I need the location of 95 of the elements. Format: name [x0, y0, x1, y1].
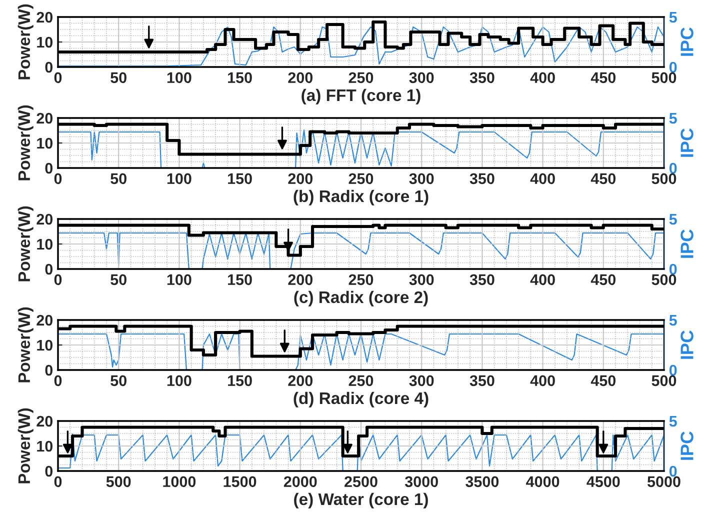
y-tick-label: 0 — [45, 364, 53, 376]
x-tick-label: 1500 — [224, 476, 256, 488]
x-axis-title: (c) Radix (core 2) — [294, 290, 428, 306]
x-tick-label: 3000 — [404, 476, 438, 488]
x-tick-label: 250 — [348, 173, 374, 184]
y-tick-label: 20 — [36, 416, 53, 427]
y-tick-label: 0 — [45, 62, 53, 73]
x-tick-label: 0 — [54, 274, 62, 286]
x-tick-label: 500 — [652, 72, 676, 84]
y2-tick-label: 0 — [669, 62, 677, 73]
x-tick-label: 350 — [470, 173, 494, 184]
x-tick-label: 5000 — [647, 476, 680, 488]
y2-axis-title: IPC — [680, 330, 694, 359]
x-tick-label: 4500 — [586, 476, 620, 488]
x-tick-label: 400 — [530, 375, 555, 386]
x-tick-label: 50 — [110, 173, 126, 184]
y2-tick-label: 5 — [669, 12, 677, 23]
y2-axis-title: IPC — [680, 229, 694, 258]
y-tick-label: 0 — [45, 466, 53, 477]
x-tick-label: 250 — [348, 375, 374, 386]
y2-axis-title: IPC — [680, 431, 694, 460]
x-tick-label: 150 — [228, 173, 252, 184]
x-tick-label: 350 — [470, 72, 494, 84]
y-axis-title: Power(W) — [18, 307, 34, 382]
y-tick-label: 10 — [37, 340, 53, 351]
x-tick-label: 450 — [590, 274, 616, 286]
x-tick-label: 50 — [110, 274, 126, 286]
x-tick-label: 350 — [470, 375, 494, 386]
y2-tick-label: 0 — [669, 264, 677, 275]
x-tick-label: 2500 — [344, 476, 378, 488]
x-tick-label: 3500 — [466, 476, 499, 488]
x-axis-title: (a) FFT (core 1) — [302, 88, 420, 104]
x-tick-label: 250 — [348, 274, 374, 286]
x-tick-label: 500 — [652, 375, 676, 386]
x-tick-label: 500 — [652, 173, 676, 184]
y2-tick-label: 0 — [669, 162, 677, 174]
x-tick-label: 400 — [530, 173, 555, 184]
x-tick-label: 50 — [110, 375, 126, 386]
y-tick-label: 20 — [36, 214, 53, 225]
y-tick-label: 20 — [36, 314, 53, 326]
y-axis-title: Power(W) — [18, 206, 34, 282]
x-tick-label: 150 — [228, 274, 252, 286]
y2-tick-label: 5 — [669, 416, 677, 427]
x-tick-label: 150 — [228, 375, 252, 386]
x-tick-label: 300 — [409, 72, 434, 84]
y-tick-label: 20 — [36, 12, 53, 23]
x-tick-label: 50 — [110, 72, 126, 84]
x-tick-label: 300 — [409, 375, 434, 386]
x-tick-label: 100 — [167, 375, 192, 386]
x-tick-label: 2000 — [284, 476, 317, 488]
y-tick-label: 20 — [36, 112, 53, 124]
x-tick-label: 200 — [288, 173, 313, 184]
x-tick-label: 450 — [590, 375, 616, 386]
x-tick-label: 200 — [288, 274, 313, 286]
x-tick-label: 0 — [54, 375, 62, 386]
x-tick-label: 500 — [652, 274, 676, 286]
y2-tick-label: 5 — [669, 214, 677, 225]
x-tick-label: 350 — [470, 274, 494, 286]
y-tick-label: 10 — [37, 138, 53, 149]
x-tick-label: 0 — [54, 173, 62, 184]
y2-tick-label: 5 — [669, 113, 677, 124]
y-tick-label: 10 — [37, 238, 53, 250]
x-tick-label: 250 — [348, 72, 374, 84]
x-tick-label: 0 — [54, 72, 62, 84]
x-tick-label: 200 — [288, 375, 313, 386]
x-tick-label: 450 — [590, 72, 616, 84]
y-tick-label: 10 — [37, 36, 53, 48]
x-tick-label: 500 — [106, 476, 131, 488]
x-tick-label: 1000 — [163, 476, 196, 488]
x-tick-label: 400 — [530, 274, 555, 286]
y2-tick-label: 0 — [669, 364, 677, 376]
x-tick-label: 400 — [530, 72, 555, 84]
x-tick-label: 100 — [167, 72, 192, 84]
y2-axis-title: IPC — [680, 128, 694, 157]
x-axis-title: (d) Radix (core 4) — [294, 392, 428, 408]
x-axis-title: (e) Water (core 1) — [294, 492, 428, 508]
x-tick-label: 450 — [590, 173, 616, 184]
y-axis-title: Power(W) — [18, 4, 34, 80]
x-tick-label: 200 — [288, 72, 313, 84]
x-axis-title: (b) Radix (core 1) — [294, 190, 428, 206]
x-tick-label: 0 — [54, 476, 62, 488]
x-tick-label: 300 — [409, 274, 434, 286]
x-tick-label: 100 — [167, 173, 192, 184]
y-tick-label: 10 — [37, 440, 53, 452]
y2-tick-label: 5 — [669, 315, 677, 326]
x-tick-label: 300 — [409, 173, 434, 184]
y-tick-label: 0 — [45, 264, 53, 275]
x-tick-label: 150 — [228, 72, 252, 84]
y-tick-label: 0 — [45, 162, 53, 174]
y2-axis-title: IPC — [680, 27, 694, 56]
x-tick-label: 4000 — [526, 476, 560, 488]
x-tick-label: 100 — [167, 274, 192, 286]
y2-tick-label: 0 — [669, 466, 677, 477]
y-axis-title: Power(W) — [18, 408, 34, 484]
y-axis-title: Power(W) — [18, 105, 34, 180]
